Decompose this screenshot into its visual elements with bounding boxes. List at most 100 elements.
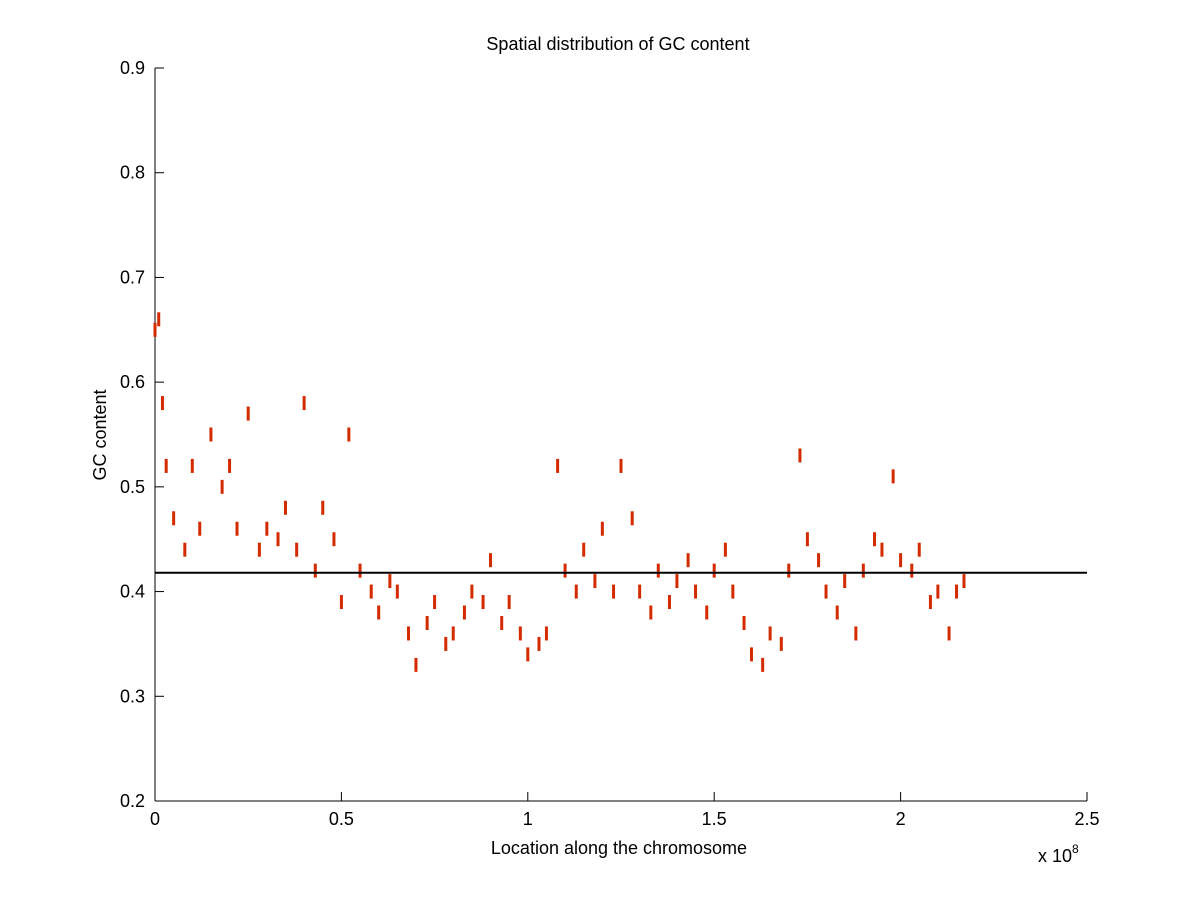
data-point — [444, 636, 448, 651]
data-point — [768, 626, 772, 641]
y-tick-label: 0.5 — [120, 477, 145, 497]
data-point — [358, 563, 362, 578]
data-point — [265, 521, 269, 536]
y-tick-label: 0.6 — [120, 372, 145, 392]
data-point — [160, 396, 164, 411]
data-point — [220, 479, 224, 494]
data-point — [500, 615, 504, 630]
data-point — [574, 584, 578, 599]
data-point — [880, 542, 884, 557]
data-point — [824, 584, 828, 599]
data-point — [742, 615, 746, 630]
data-point — [694, 584, 698, 599]
data-point — [612, 584, 616, 599]
x-tick-label: 2 — [896, 809, 906, 829]
data-points — [153, 312, 966, 672]
data-point — [209, 427, 213, 442]
data-point — [313, 563, 317, 578]
data-point — [761, 657, 765, 672]
data-point — [891, 469, 895, 484]
data-point — [489, 553, 493, 568]
x-tick-label: 2.5 — [1074, 809, 1099, 829]
data-point — [518, 626, 522, 641]
data-point — [817, 553, 821, 568]
data-point — [537, 636, 541, 651]
x-tick-label: 1 — [523, 809, 533, 829]
data-point — [712, 563, 716, 578]
data-point — [507, 595, 511, 610]
data-point — [675, 574, 679, 589]
x-axis-label: Location along the chromosome — [491, 838, 747, 858]
data-point — [835, 605, 839, 620]
data-point — [749, 647, 753, 662]
data-point — [843, 574, 847, 589]
data-point — [861, 563, 865, 578]
y-tick-label: 0.3 — [120, 686, 145, 706]
data-point — [705, 605, 709, 620]
data-point — [302, 396, 306, 411]
data-point — [190, 458, 194, 473]
data-point — [395, 584, 399, 599]
data-point — [787, 563, 791, 578]
data-point — [563, 563, 567, 578]
y-tick-label: 0.4 — [120, 582, 145, 602]
x-tick-label: 0 — [150, 809, 160, 829]
data-point — [183, 542, 187, 557]
data-point — [347, 427, 351, 442]
data-point — [276, 532, 280, 547]
data-point — [667, 595, 671, 610]
data-point — [198, 521, 202, 536]
data-point — [638, 584, 642, 599]
data-point — [917, 542, 921, 557]
x-exponent-base: x 10 — [1038, 846, 1072, 866]
data-point — [414, 657, 418, 672]
x-exponent-label: x 108 — [1038, 842, 1079, 866]
data-point — [600, 521, 604, 536]
data-point — [257, 542, 261, 557]
data-point — [425, 615, 429, 630]
x-tick-label: 0.5 — [329, 809, 354, 829]
data-point — [369, 584, 373, 599]
data-point — [798, 448, 802, 463]
data-point — [899, 553, 903, 568]
y-tick-label: 0.8 — [120, 163, 145, 183]
data-point — [433, 595, 437, 610]
data-point — [962, 574, 966, 589]
data-point — [388, 574, 392, 589]
data-point — [686, 553, 690, 568]
data-point — [481, 595, 485, 610]
data-point — [910, 563, 914, 578]
data-point — [955, 584, 959, 599]
data-point — [593, 574, 597, 589]
data-point — [630, 511, 634, 526]
axes: 0 0.5 1 1.5 2 2.5 0.2 0.3 0.4 0.5 0.6 0.7 0.8 0.9 — [120, 58, 1100, 829]
data-point — [451, 626, 455, 641]
data-point — [462, 605, 466, 620]
data-point — [157, 312, 161, 327]
x-exponent-power: 8 — [1072, 842, 1079, 856]
data-point — [246, 406, 250, 421]
data-point — [321, 500, 325, 515]
data-point — [619, 458, 623, 473]
data-point — [656, 563, 660, 578]
x-tick-label: 1.5 — [702, 809, 727, 829]
y-tick-label: 0.2 — [120, 791, 145, 811]
y-tick-label: 0.9 — [120, 58, 145, 78]
data-point — [164, 458, 168, 473]
data-point — [407, 626, 411, 641]
data-point — [582, 542, 586, 557]
data-point — [936, 584, 940, 599]
chart-title: Spatial distribution of GC content — [486, 34, 749, 54]
data-point — [556, 458, 560, 473]
data-point — [649, 605, 653, 620]
data-point — [377, 605, 381, 620]
data-point — [470, 584, 474, 599]
data-point — [228, 458, 232, 473]
y-tick-label: 0.7 — [120, 267, 145, 287]
data-point — [283, 500, 287, 515]
data-point — [153, 322, 157, 337]
data-point — [928, 595, 932, 610]
data-point — [332, 532, 336, 547]
